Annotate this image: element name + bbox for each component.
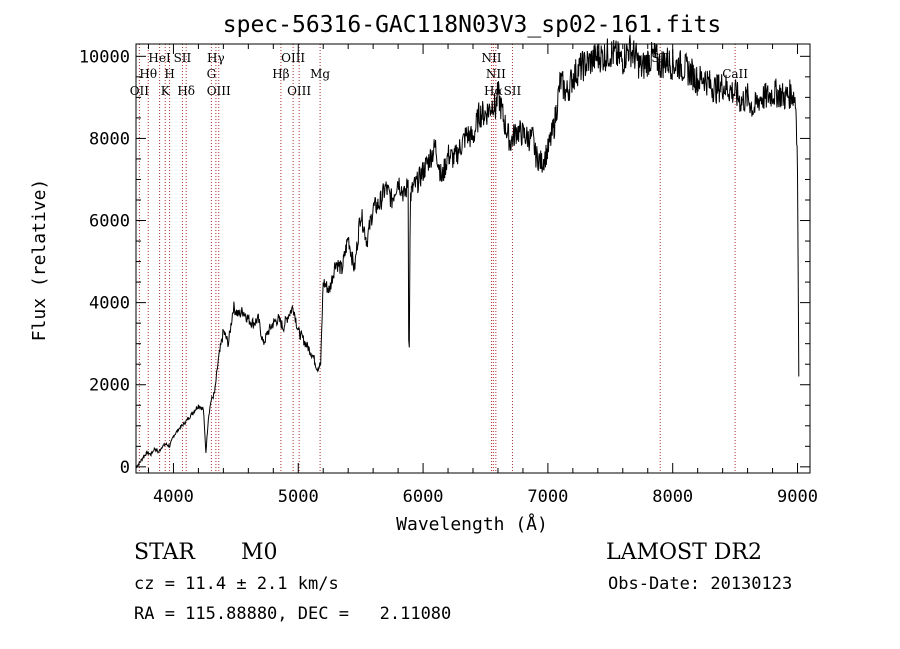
- y-tick-label: 10000: [79, 47, 130, 67]
- spectral-line-label: OIII: [287, 84, 311, 98]
- spectral-line-label: CaII: [722, 67, 748, 81]
- spectrum-series-line: [135, 34, 800, 469]
- y-axis-label: Flux (relative): [29, 179, 50, 342]
- spectral-line-label: G: [207, 67, 217, 81]
- spectral-line-label: NII: [486, 67, 506, 81]
- x-tick-label: 4000: [153, 487, 194, 507]
- survey-name: LAMOST DR2: [606, 540, 762, 565]
- spectral-line-label: SII: [174, 51, 192, 65]
- spectral-line-label: NII: [481, 51, 501, 65]
- y-tick-label: 2000: [89, 376, 130, 396]
- coordinates: RA = 115.88880, DEC = 2.11080: [134, 604, 452, 624]
- x-axis-label: Wavelength (Å): [396, 513, 548, 535]
- y-tick-label: 0: [120, 458, 130, 478]
- x-tick-label: 6000: [403, 487, 444, 507]
- x-tick-label: 8000: [652, 487, 693, 507]
- x-axis-ticks: 4000 5000 6000 7000 8000 9000: [147, 44, 818, 507]
- spectral-line-label: OIII: [207, 84, 231, 98]
- spectral-line-label: SII: [504, 84, 522, 98]
- object-type: STAR: [134, 540, 195, 565]
- y-axis-ticks: 0 2000 4000 6000 8000 10000: [79, 47, 810, 478]
- spectral-line-label: H: [164, 67, 174, 81]
- plot-frame: [135, 43, 811, 474]
- spectral-line-labels: OIIHθHeIKHSIIHδGHγOIIIHβOIIIOIIIMgNIIHαN…: [130, 51, 749, 98]
- spectral-line-markers: [138, 44, 736, 473]
- spectral-subclass: M0: [241, 540, 278, 565]
- x-tick-label: 7000: [527, 487, 568, 507]
- chart-title: spec-56316-GAC118N03V3_sp02-161.fits: [223, 12, 722, 38]
- redshift-velocity: cz = 11.4 ± 2.1 km/s: [134, 574, 339, 594]
- y-tick-label: 8000: [89, 129, 130, 149]
- spectral-line-label: Hθ: [139, 67, 157, 81]
- spectral-line-label: Hγ: [207, 51, 225, 65]
- spectral-line-label: OIII: [281, 51, 305, 65]
- spectral-line-label: Hβ: [272, 67, 289, 81]
- spectral-line-label: Hδ: [177, 84, 195, 98]
- x-tick-label: 5000: [278, 487, 319, 507]
- spectral-line-label: Mg: [310, 67, 330, 81]
- spectral-line-label: OII: [130, 84, 150, 98]
- x-tick-label: 9000: [777, 487, 818, 507]
- observation-date: Obs-Date: 20130123: [608, 574, 793, 594]
- y-tick-label: 6000: [89, 212, 130, 232]
- spectral-line-label: HeI: [148, 51, 171, 65]
- y-tick-label: 4000: [89, 294, 130, 314]
- spectral-line-label: Hα: [484, 84, 503, 98]
- spectral-line-label: K: [161, 84, 171, 98]
